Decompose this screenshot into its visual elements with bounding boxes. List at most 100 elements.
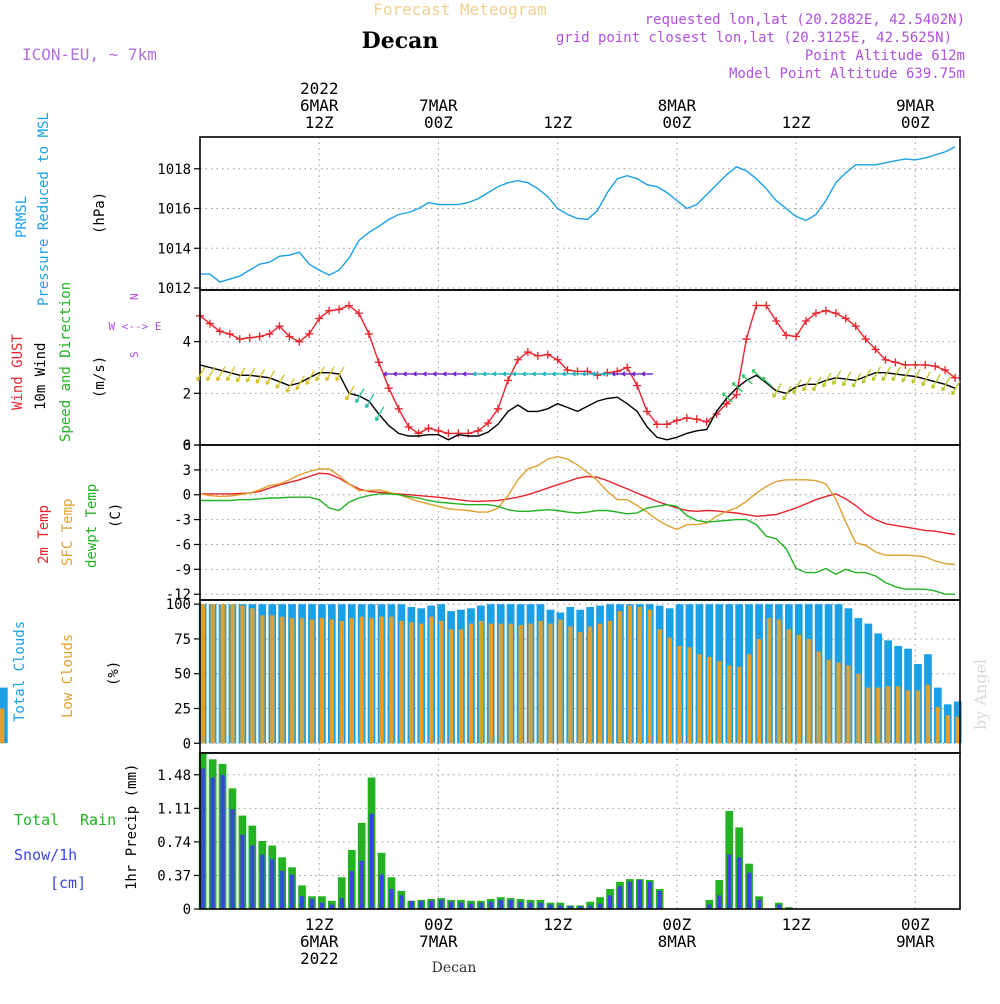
precip-label-cm: [cm] — [50, 874, 86, 892]
wind-direction-arrow — [772, 383, 782, 398]
gust-marker — [474, 426, 483, 435]
clouds-bar-low-clouds — [280, 616, 285, 744]
gust-marker — [692, 415, 701, 424]
time-tick-label: 12Z — [305, 915, 334, 934]
precip-bar-snow-1h — [270, 859, 275, 909]
precip-label-snow: Snow/1h — [14, 846, 77, 864]
clouds-ytick-label: 100 — [166, 597, 191, 613]
clouds-bar-low-clouds — [846, 665, 851, 744]
wind-direction-arrow — [216, 366, 226, 382]
gust-marker — [633, 381, 642, 390]
wind-direction-arrow — [365, 393, 375, 409]
temp-ytick-label: 6 — [183, 438, 191, 454]
precip-label-unit: 1hr Precip (mm) — [124, 764, 140, 890]
wind-direction-arrow — [751, 369, 763, 380]
wind-direction-arrow — [452, 371, 465, 377]
gust-marker — [215, 327, 224, 336]
clouds-bar-low-clouds — [230, 604, 235, 744]
precip-bar-snow-1h — [598, 903, 603, 909]
wind-direction-arrow — [881, 366, 892, 382]
precip-bar-snow-1h — [756, 899, 762, 909]
clouds-bar-low-clouds — [210, 604, 215, 744]
pressure-ytick-label: 1014 — [157, 241, 191, 257]
gust-marker — [831, 309, 840, 318]
wind-direction-arrow — [226, 366, 236, 382]
precip-bar-snow-1h — [210, 777, 215, 909]
clouds-bar-low-clouds — [707, 657, 712, 744]
precip-bar-snow-1h — [468, 903, 474, 909]
clouds-bar-low-clouds — [448, 629, 454, 744]
precip-ytick-label: 0 — [183, 902, 191, 918]
credit-watermark: by Angel — [971, 659, 990, 730]
precip-bar-snow-1h — [558, 905, 563, 909]
wind-direction-arrow — [741, 374, 753, 385]
gust-marker — [444, 429, 453, 438]
clouds-bar-low-clouds — [627, 605, 633, 744]
precip-ytick-label: 0.37 — [157, 868, 191, 884]
pressure-panel: PRMSL Pressure Reduced to MSL (hPa) 1012… — [14, 112, 961, 306]
time-tick-label: 6MAR — [300, 932, 339, 951]
gust-marker — [682, 413, 691, 422]
gust-marker — [851, 322, 860, 331]
clouds-bar-low-clouds — [786, 629, 791, 744]
gust-marker — [255, 332, 264, 341]
precip-bar-snow-1h — [717, 895, 722, 909]
wind-direction-arrow — [631, 371, 644, 377]
precip-bar-snow-1h — [349, 870, 354, 909]
precip-bar-snow-1h — [776, 904, 782, 909]
precip-ytick-label: 1.11 — [157, 801, 191, 817]
clouds-bar-low-clouds — [876, 687, 881, 744]
clouds-bar-low-clouds — [915, 690, 921, 744]
precip-bar-snow-1h — [637, 880, 642, 909]
gust-marker — [802, 317, 811, 325]
precip-bar-snow-1h — [429, 900, 434, 909]
clouds-bar-low-clouds — [945, 715, 950, 744]
precip-bar-snow-1h — [419, 900, 424, 909]
time-tick-label: 9MAR — [896, 932, 935, 951]
wind-direction-arrow — [196, 366, 206, 382]
clouds-bar-low-clouds — [379, 616, 384, 744]
time-tick-label: 9MAR — [896, 96, 935, 115]
precip-bar-total-rain — [596, 897, 604, 909]
pressure-label-msl: Pressure Reduced to MSL — [36, 112, 52, 306]
gust-marker — [891, 358, 900, 367]
clouds-bar-low-clouds — [518, 625, 523, 744]
precip-bar-snow-1h — [290, 874, 295, 909]
time-tick-label: 7MAR — [419, 96, 458, 115]
clouds-bar-low-clouds — [220, 604, 225, 744]
precip-bar-snow-1h — [240, 834, 245, 909]
wind-direction-arrow — [601, 371, 614, 377]
precip-bar-snow-1h — [439, 899, 444, 909]
clouds-bar-low-clouds — [260, 615, 265, 744]
temp-series-2m-temp — [200, 472, 956, 536]
wind-label-speed-dir: Speed and Direction — [58, 282, 74, 442]
clouds-bar-low-clouds — [409, 622, 414, 744]
gust-marker — [494, 404, 503, 413]
clouds-bar-low-clouds — [816, 651, 821, 744]
gust-marker — [235, 335, 244, 344]
wind-direction-arrow — [852, 372, 862, 388]
clouds-bar-low-clouds — [617, 611, 623, 744]
precip-bar-snow-1h — [250, 845, 255, 909]
clouds-bar-low-clouds — [697, 654, 702, 744]
time-tick-label: 12Z — [782, 113, 811, 132]
wind-series-10m-wind — [199, 364, 956, 441]
wind-direction-arrow — [592, 371, 604, 377]
footer-location: Decan — [432, 960, 477, 976]
clouds-bar-low-clouds — [866, 687, 871, 744]
temp-ytick-label: 0 — [183, 488, 191, 504]
wind-direction-arrow — [842, 371, 852, 387]
wind-panel: Wind GUST 10m Wind Speed and Direction (… — [10, 282, 961, 454]
requested-coords: requested lon,lat (20.2882E, 42.5402N) — [645, 12, 965, 28]
temp-ytick-label: -12 — [166, 587, 191, 603]
wind-ytick-label: 4 — [183, 335, 191, 351]
model-altitude: Model Point Altitude 639.75m — [729, 66, 965, 82]
gust-marker — [454, 429, 463, 438]
wind-ytick-label: 0 — [183, 438, 191, 454]
gust-marker — [652, 420, 661, 429]
gust-marker — [871, 345, 880, 354]
time-tick-label: 12Z — [782, 915, 811, 934]
gust-marker — [245, 333, 254, 342]
gust-marker — [533, 351, 542, 360]
